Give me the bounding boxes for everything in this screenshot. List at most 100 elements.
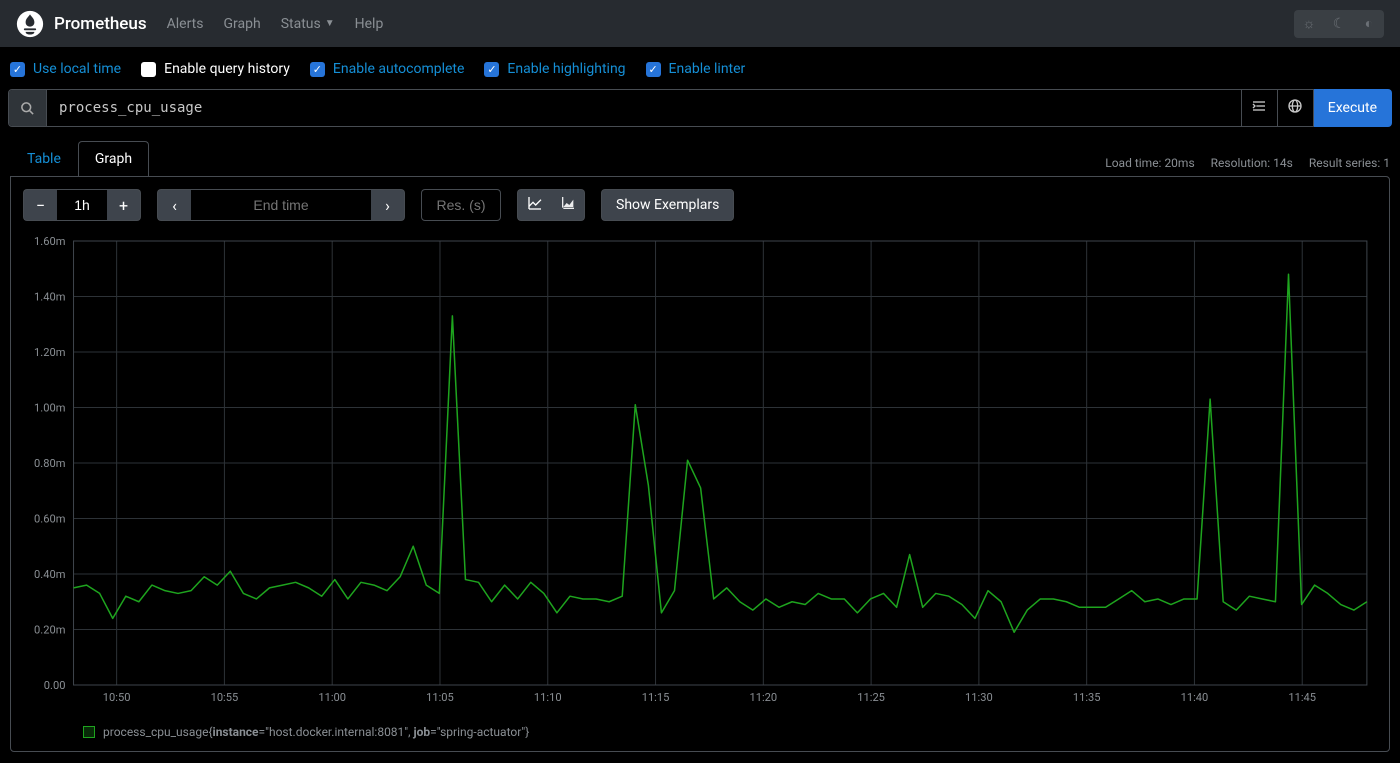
chart[interactable]: 0.00 0.20m 0.40m 0.60m 0.80m 1.00m 1.20m 1.40m 1…: [23, 235, 1377, 715]
svg-text:10:50: 10:50: [103, 691, 131, 704]
endtime-group: ‹ ›: [157, 189, 405, 221]
checkbox-icon: ✓: [646, 62, 661, 77]
line-chart-icon: [527, 195, 543, 215]
stat-resolution: Resolution: 14s: [1211, 156, 1293, 170]
checkbox-icon: ✓: [484, 62, 499, 77]
navbar: Prometheus Alerts Graph Status ▼ Help ☼ …: [0, 0, 1400, 47]
svg-text:11:35: 11:35: [1073, 691, 1101, 704]
svg-text:11:25: 11:25: [857, 691, 885, 704]
svg-text:0.80m: 0.80m: [34, 457, 65, 470]
query-group: [8, 89, 1242, 127]
option-2[interactable]: ✓ Enable autocomplete: [310, 61, 465, 77]
legend-instance-key: instance: [213, 725, 259, 739]
options-row: ✓ Use local time Enable query history ✓ Enab…: [0, 47, 1400, 89]
resolution-input[interactable]: [421, 189, 501, 221]
svg-text:10:55: 10:55: [211, 691, 239, 704]
svg-text:11:15: 11:15: [642, 691, 670, 704]
exemplars-button[interactable]: Show Exemplars: [601, 189, 734, 221]
prometheus-logo-icon: [16, 10, 44, 38]
checkbox-icon: ✓: [10, 62, 25, 77]
graph-panel: − + ‹ › Show Exemplars 0.00 0.20m 0.40m 0.6…: [10, 176, 1390, 752]
option-label: Enable query history: [164, 61, 290, 77]
svg-text:0.20m: 0.20m: [34, 624, 65, 637]
option-label: Use local time: [33, 61, 121, 77]
stat-load: Load time: 20ms: [1105, 156, 1194, 170]
stat-series: Result series: 1: [1309, 156, 1390, 170]
tabs: TableGraph: [10, 141, 149, 176]
legend-instance-val: ="host.docker.internal:8081",: [259, 725, 414, 739]
stacked-button[interactable]: [551, 189, 585, 221]
format-button[interactable]: [1242, 89, 1278, 127]
brand-text: Prometheus: [54, 14, 147, 34]
tabs-row: TableGraph Load time: 20ms Resolution: 1…: [0, 127, 1400, 176]
chevron-left-icon: ‹: [172, 196, 177, 215]
svg-text:11:05: 11:05: [426, 691, 454, 704]
nav-alerts[interactable]: Alerts: [167, 16, 204, 32]
option-4[interactable]: ✓ Enable linter: [646, 61, 746, 77]
svg-text:11:40: 11:40: [1181, 691, 1209, 704]
endtime-input[interactable]: [191, 189, 371, 221]
search-icon: [9, 90, 47, 126]
area-chart-icon: [560, 195, 576, 215]
option-3[interactable]: ✓ Enable highlighting: [484, 61, 625, 77]
nav-left: Prometheus Alerts Graph Status ▼ Help: [16, 10, 383, 38]
range-minus-button[interactable]: −: [23, 189, 57, 221]
theme-contrast-button[interactable]: ◐: [1354, 10, 1384, 38]
option-label: Enable autocomplete: [333, 61, 465, 77]
legend-metric: process_cpu_usage: [103, 725, 208, 739]
stats: Load time: 20ms Resolution: 14s Result s…: [1105, 156, 1390, 176]
chevron-right-icon: ›: [385, 196, 390, 215]
option-1[interactable]: Enable query history: [141, 61, 290, 77]
tab-graph[interactable]: Graph: [78, 141, 149, 176]
graph-controls: − + ‹ › Show Exemplars: [23, 189, 1377, 221]
checkbox-icon: [141, 62, 156, 77]
legend-text: process_cpu_usage{instance="host.docker.…: [103, 725, 529, 739]
legend-job-val: ="spring-actuator"}: [430, 725, 529, 739]
svg-text:11:00: 11:00: [318, 691, 346, 704]
metrics-explorer-button[interactable]: [1278, 89, 1314, 127]
gear-icon: ☼: [1303, 15, 1316, 32]
moon-icon: ☾: [1333, 16, 1346, 32]
legend[interactable]: process_cpu_usage{instance="host.docker.…: [23, 715, 1377, 739]
tab-table[interactable]: Table: [10, 141, 78, 176]
range-plus-button[interactable]: +: [107, 189, 141, 221]
mode-group: [517, 189, 585, 221]
svg-text:0.60m: 0.60m: [34, 513, 65, 526]
time-next-button[interactable]: ›: [371, 189, 405, 221]
svg-text:11:45: 11:45: [1288, 691, 1316, 704]
svg-text:1.40m: 1.40m: [34, 291, 65, 304]
range-input[interactable]: [57, 189, 107, 221]
svg-text:0.40m: 0.40m: [34, 568, 65, 581]
nav-help[interactable]: Help: [355, 16, 384, 32]
svg-text:1.60m: 1.60m: [34, 235, 65, 248]
legend-job-key: job: [413, 725, 430, 739]
nav-graph[interactable]: Graph: [223, 16, 260, 32]
brand[interactable]: Prometheus: [16, 10, 147, 38]
nav-status-label: Status: [281, 16, 321, 32]
indent-icon: [1251, 98, 1267, 118]
option-label: Enable highlighting: [507, 61, 625, 77]
checkbox-icon: ✓: [310, 62, 325, 77]
unstacked-button[interactable]: [517, 189, 551, 221]
nav-status[interactable]: Status ▼: [281, 16, 335, 32]
query-input[interactable]: [47, 90, 1241, 126]
contrast-icon: ◐: [1365, 15, 1373, 32]
query-row: Execute: [0, 89, 1400, 127]
execute-button[interactable]: Execute: [1314, 89, 1392, 127]
svg-text:11:10: 11:10: [534, 691, 562, 704]
svg-text:0.00: 0.00: [44, 679, 66, 692]
theme-auto-button[interactable]: ☼: [1294, 10, 1324, 38]
globe-icon: [1287, 98, 1303, 118]
svg-text:1.20m: 1.20m: [34, 346, 65, 359]
legend-swatch: [83, 726, 95, 738]
range-group: − +: [23, 189, 141, 221]
option-0[interactable]: ✓ Use local time: [10, 61, 121, 77]
option-label: Enable linter: [669, 61, 746, 77]
time-prev-button[interactable]: ‹: [157, 189, 191, 221]
theme-switch: ☼ ☾ ◐: [1294, 10, 1384, 38]
theme-dark-button[interactable]: ☾: [1324, 10, 1354, 38]
svg-text:1.00m: 1.00m: [34, 402, 65, 415]
svg-text:11:20: 11:20: [749, 691, 777, 704]
caret-down-icon: ▼: [325, 18, 335, 29]
svg-text:11:30: 11:30: [965, 691, 993, 704]
